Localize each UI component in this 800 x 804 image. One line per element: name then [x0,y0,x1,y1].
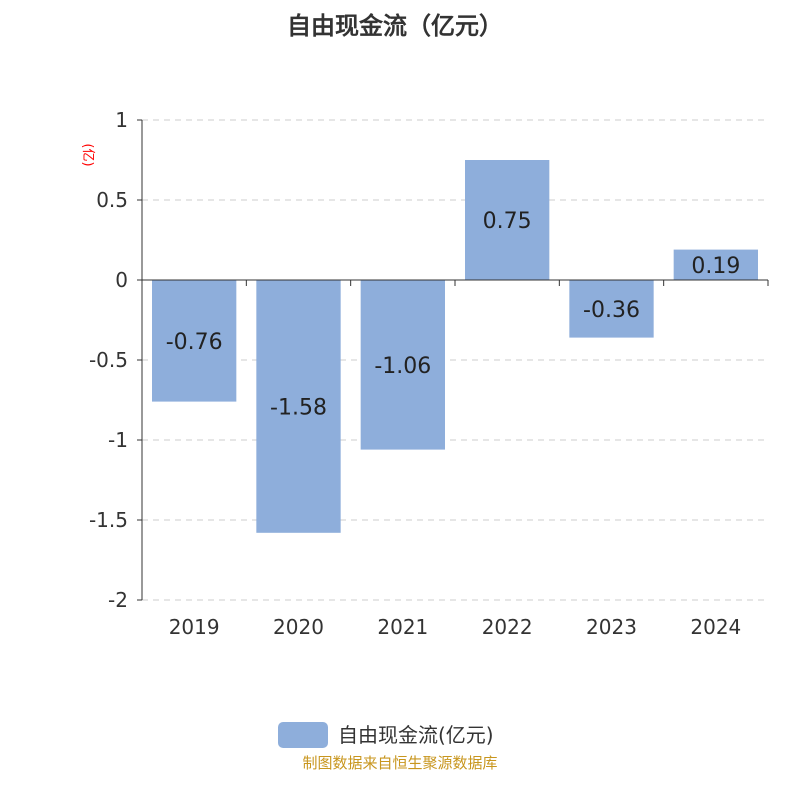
y-tick-label: -1.5 [89,508,128,532]
data-label: -0.76 [166,330,223,355]
x-tick-label: 2023 [586,615,637,639]
data-label: 0.75 [483,209,532,234]
x-tick-label: 2019 [169,615,220,639]
data-label: -1.06 [374,354,431,379]
y-tick-label: 0.5 [96,188,128,212]
data-label: -1.58 [270,395,327,420]
bar-2024[interactable] [673,249,758,280]
bar-2019[interactable] [152,280,237,402]
x-tick-label: 2020 [273,615,324,639]
x-tick-label: 2021 [377,615,428,639]
bar-2022[interactable] [465,160,550,280]
legend-swatch[interactable] [278,722,328,748]
x-tick-label: 2024 [690,615,741,639]
y-tick-label: 0 [115,268,128,292]
data-label: -0.36 [583,298,640,323]
y-axis-label: (亿) [80,143,95,166]
y-tick-label: -1 [108,428,128,452]
y-tick-label: 1 [115,108,128,132]
bar-2020[interactable] [256,280,341,533]
data-label: 0.19 [691,254,740,279]
chart-title: 自由现金流（亿元） [287,12,503,40]
legend-label[interactable]: 自由现金流(亿元) [338,723,494,747]
x-tick-label: 2022 [482,615,533,639]
y-tick-label: -0.5 [89,348,128,372]
bar-2021[interactable] [360,280,445,450]
y-tick-label: -2 [108,588,128,612]
bar-2023[interactable] [569,280,654,338]
footer-source: 制图数据来自恒生聚源数据库 [302,754,497,772]
